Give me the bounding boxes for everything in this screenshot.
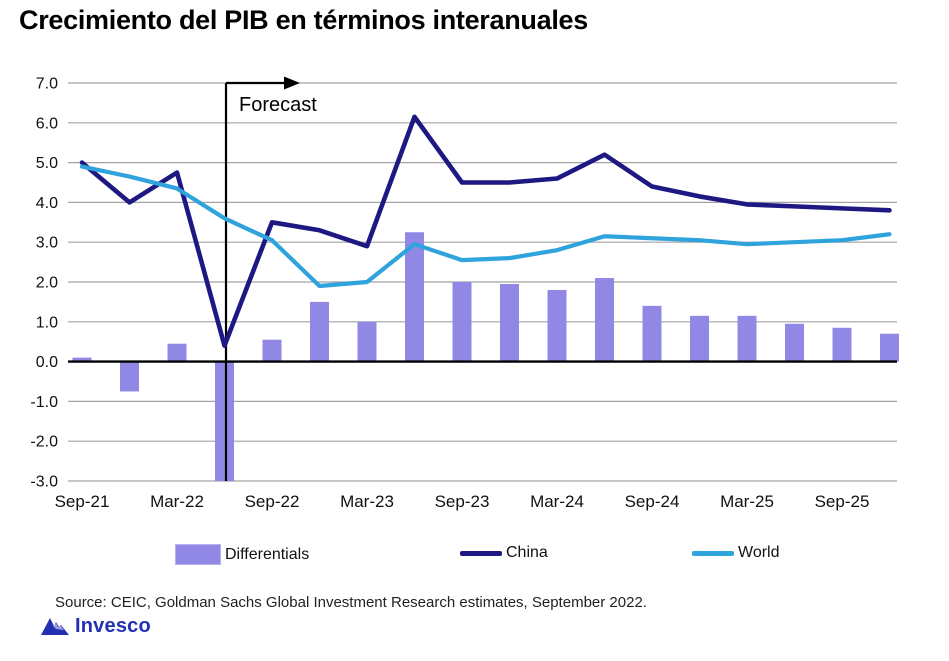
- differentials-bar: [310, 301, 329, 362]
- differentials-bar: [500, 283, 519, 362]
- x-axis-label: Sep-22: [245, 492, 300, 511]
- china-line: [79, 114, 892, 348]
- x-axis-label: Sep-24: [625, 492, 680, 511]
- legend-label-china: China: [506, 544, 548, 561]
- y-axis-label: 3.0: [36, 235, 58, 252]
- x-axis-label: Mar-22: [150, 492, 204, 511]
- chart-legend: Differentials China World: [0, 544, 949, 568]
- differentials-swatch-icon: [175, 544, 221, 565]
- world-line: [79, 164, 892, 289]
- legend-item-differentials: Differentials: [175, 544, 309, 565]
- differentials-bar: [547, 289, 567, 362]
- legend-label-world: World: [738, 544, 780, 561]
- gdp-growth-chart: Forecast Sep-21 Mar-22 Sep-22 Mar-23 Sep-23 Ma…: [30, 76, 899, 511]
- y-axis-label: -3.0: [30, 474, 58, 491]
- x-axis-label: Sep-25: [815, 492, 870, 511]
- differentials-bar: [357, 321, 377, 362]
- y-axis-label: 6.0: [36, 115, 58, 132]
- differentials-bar: [262, 339, 282, 362]
- x-axis-label: Mar-24: [530, 492, 584, 511]
- forecast-label: Forecast: [239, 94, 317, 116]
- differentials-bar: [785, 323, 804, 362]
- y-axis-label: 2.0: [36, 275, 58, 292]
- differentials-bar: [737, 315, 757, 362]
- differentials-bar: [215, 361, 234, 481]
- differentials-bar: [72, 357, 92, 362]
- y-axis-label: -2.0: [30, 434, 58, 451]
- y-axis-label: 0.0: [36, 354, 58, 371]
- y-axis-label: 1.0: [36, 314, 58, 331]
- differentials-bar: [595, 278, 614, 362]
- differentials-bar: [405, 232, 424, 362]
- forecast-arrowhead-icon: [284, 76, 300, 90]
- y-axis-label: 4.0: [36, 195, 58, 212]
- x-axis-label: Sep-21: [55, 492, 110, 511]
- source-note: Source: CEIC, Goldman Sachs Global Inves…: [55, 594, 647, 611]
- legend-label-differentials: Differentials: [225, 545, 310, 563]
- differentials-bar: [880, 333, 899, 362]
- differentials-bar: [167, 343, 187, 362]
- y-axis-label: -1.0: [30, 394, 58, 411]
- differentials-bar: [690, 315, 709, 362]
- differentials-bar: [452, 282, 472, 362]
- x-axis-label: Mar-25: [720, 492, 774, 511]
- china-line-swatch-icon: [460, 550, 502, 556]
- page-title: Crecimiento del PIB en términos interanu…: [19, 5, 588, 35]
- legend-item-china: China: [460, 544, 548, 562]
- world-line-swatch-icon: [692, 550, 734, 556]
- brand-name: Invesco: [75, 614, 151, 637]
- y-axis-label: 5.0: [36, 155, 58, 172]
- mountain-icon: [41, 618, 69, 635]
- differentials-bar: [832, 327, 852, 362]
- y-axis-label: 7.0: [36, 76, 58, 93]
- x-axis-label: Mar-23: [340, 492, 394, 511]
- differentials-bar: [120, 361, 139, 392]
- x-axis-label: Sep-23: [435, 492, 490, 511]
- invesco-logo: Invesco: [40, 614, 151, 638]
- legend-item-world: World: [692, 544, 780, 562]
- differentials-bar: [642, 305, 662, 362]
